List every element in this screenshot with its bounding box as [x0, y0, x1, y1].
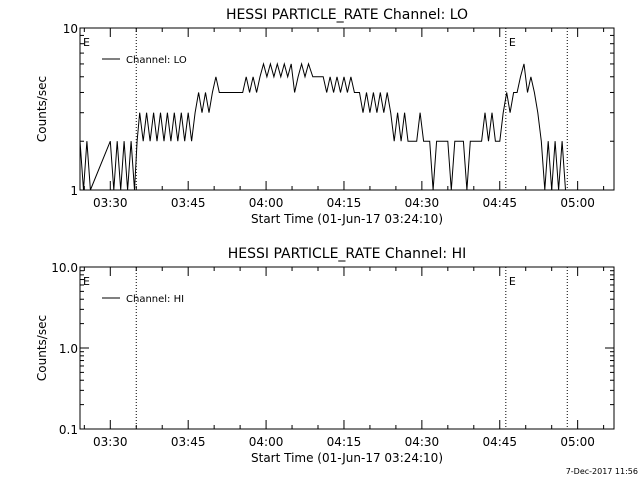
chart-title: HESSI PARTICLE_RATE Channel: HI	[228, 246, 466, 262]
x-axis-label: Start Time (01-Jun-17 03:24:10)	[251, 212, 443, 226]
x-tick-label: 04:15	[327, 196, 362, 210]
series-line	[79, 61, 566, 191]
x-tick-label: 04:15	[327, 435, 362, 449]
x-tick-label: 04:00	[249, 435, 284, 449]
plot-frame	[79, 27, 615, 191]
x-tick-label: 04:00	[249, 196, 284, 210]
x-tick-label: 03:30	[93, 435, 128, 449]
chart-title: HESSI PARTICLE_RATE Channel: LO	[226, 7, 468, 23]
y-tick-label: 10	[63, 22, 78, 36]
y-tick-label: 1.0	[59, 342, 78, 356]
x-tick-label: 03:30	[93, 196, 128, 210]
event-marker: E	[83, 275, 90, 288]
legend-entry: Channel: LO	[126, 55, 187, 66]
x-tick-label: 03:45	[171, 435, 206, 449]
x-axis-label: Start Time (01-Jun-17 03:24:10)	[251, 451, 443, 465]
chart-panel-2: HESSI PARTICLE_RATE Channel: HI 0.1 1.0 10.…	[35, 246, 615, 465]
x-tick-label: 03:45	[171, 196, 206, 210]
event-marker: E	[509, 275, 516, 288]
x-tick-label: 04:30	[405, 196, 440, 210]
y-tick-label: 10.0	[51, 261, 78, 275]
y-tick-label: 1	[70, 184, 78, 198]
event-marker: E	[509, 36, 516, 49]
x-tick-label: 04:30	[405, 435, 440, 449]
legend-entry: Channel: HI	[126, 294, 184, 305]
x-tick-label: 04:45	[482, 196, 517, 210]
chart-panel-1: HESSI PARTICLE_RATE Channel: LO 1 10 Counts…	[35, 7, 615, 226]
y-tick-label: 0.1	[59, 423, 78, 437]
x-tick-label: 04:45	[482, 435, 517, 449]
x-tick-label: 05:00	[560, 196, 595, 210]
x-tick-label: 05:00	[560, 435, 595, 449]
y-axis-label: Counts/sec	[35, 76, 49, 142]
y-axis-label: Counts/sec	[35, 315, 49, 381]
plot-frame	[79, 266, 615, 430]
date-stamp: 7-Dec-2017 11:56	[565, 467, 638, 476]
event-marker: E	[83, 36, 90, 49]
